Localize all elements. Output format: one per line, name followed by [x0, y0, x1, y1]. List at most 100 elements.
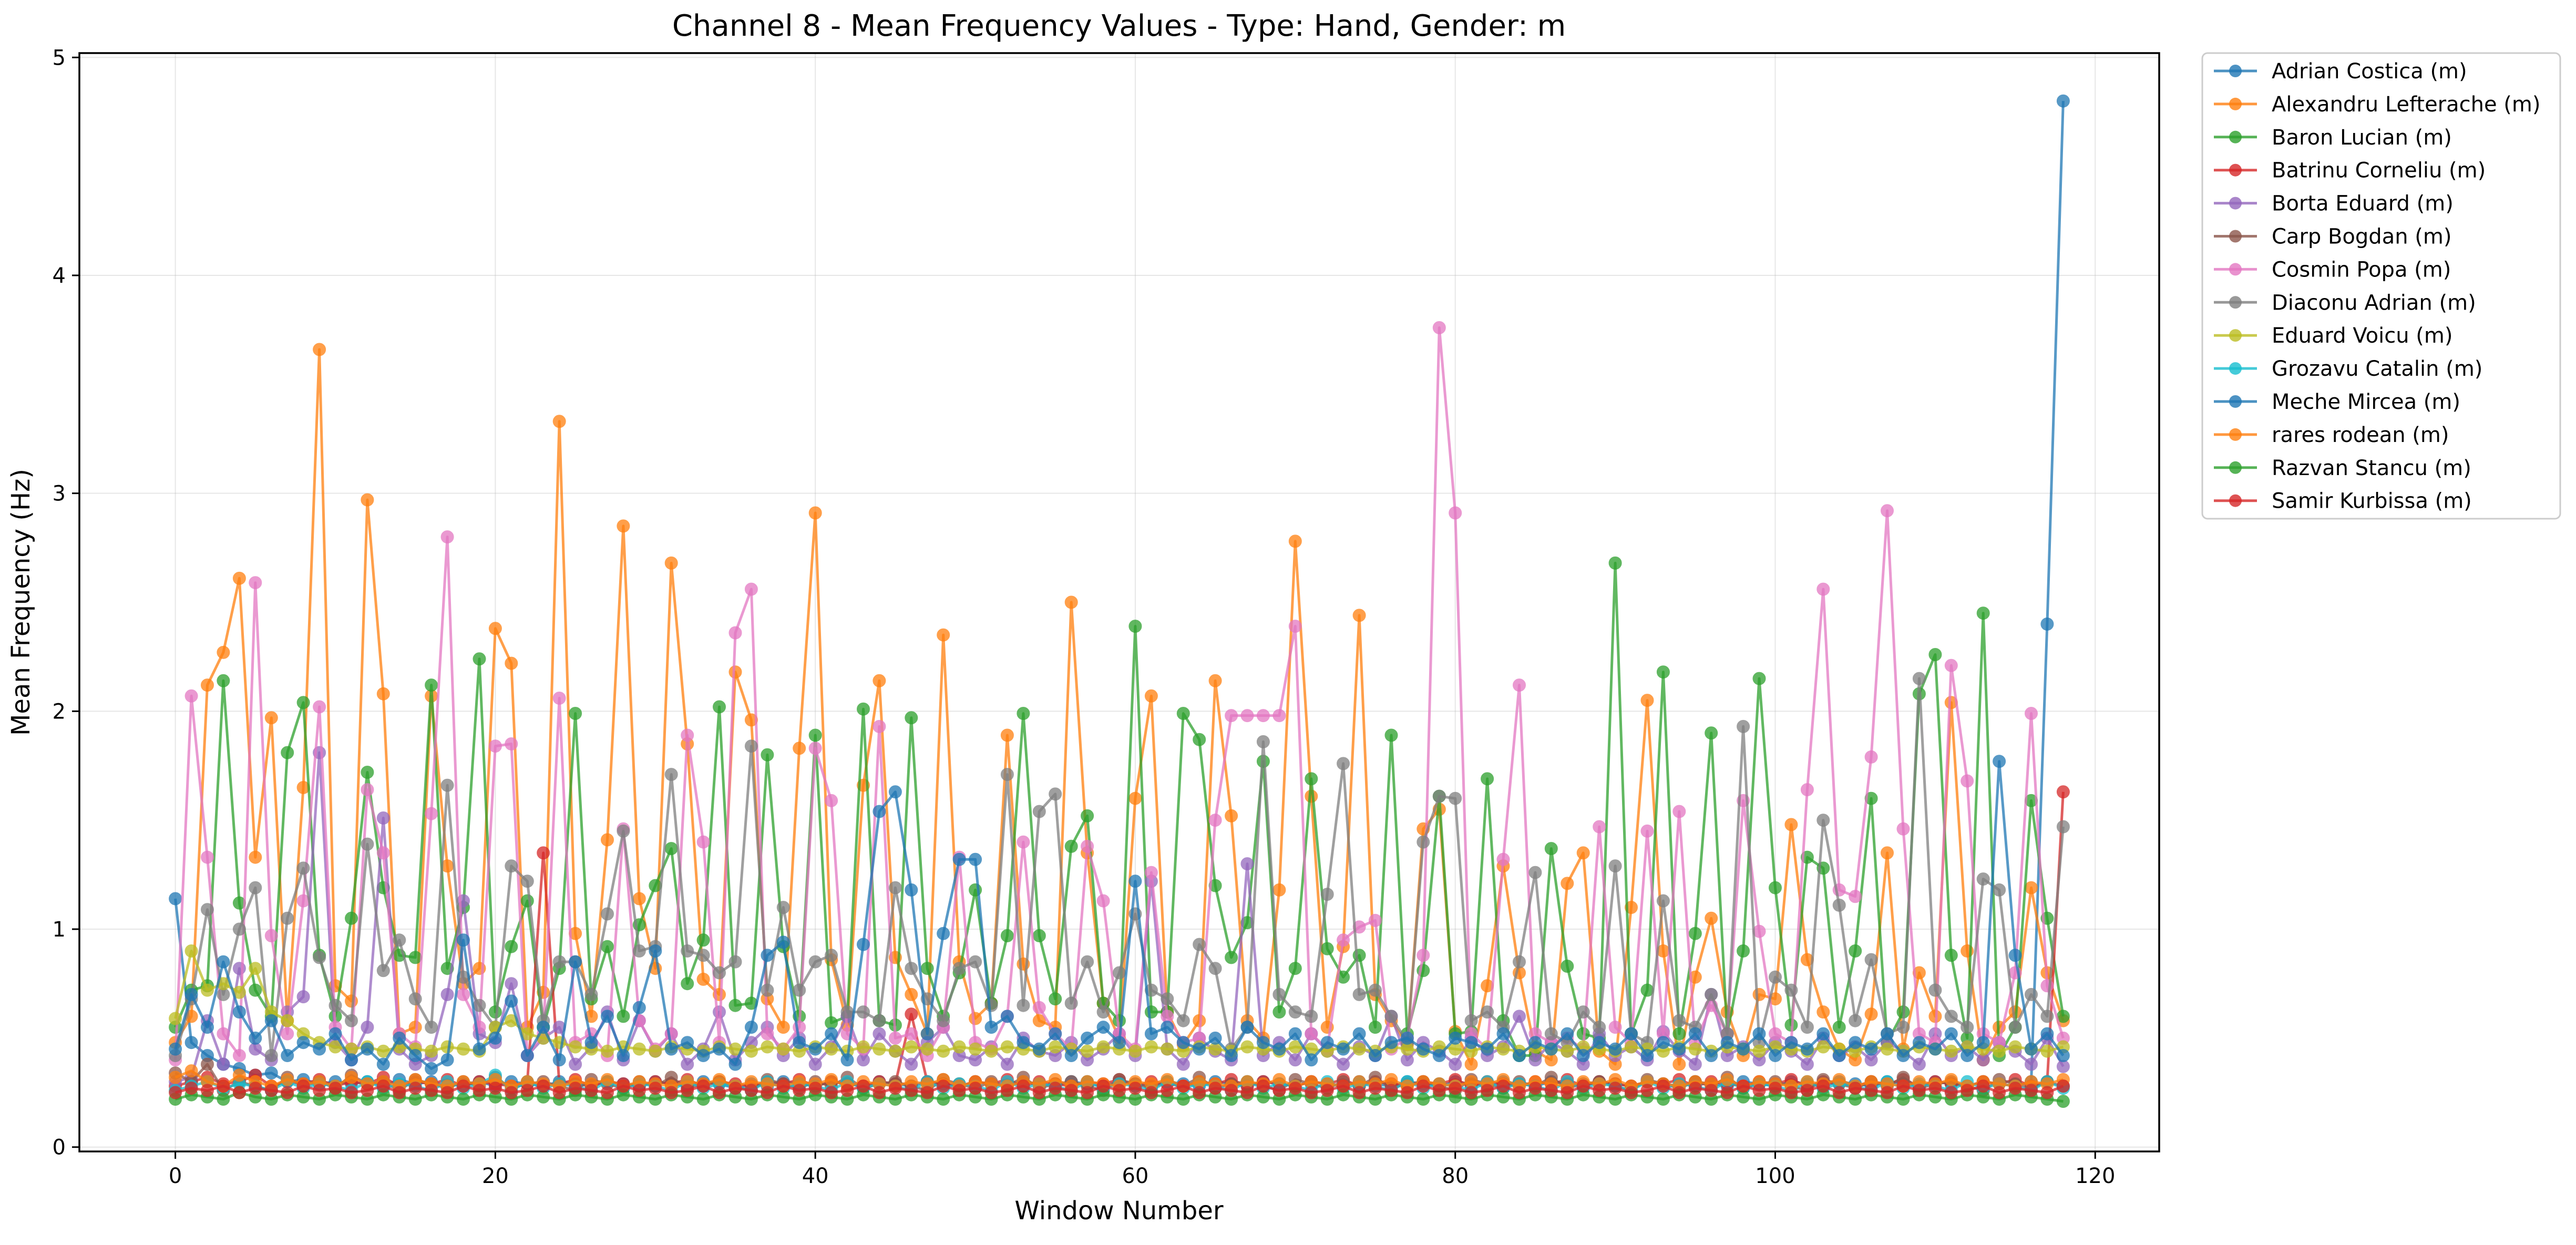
data-point [808, 1082, 822, 1095]
data-point [728, 1057, 742, 1071]
data-point [264, 929, 278, 942]
data-point [473, 1042, 486, 1056]
data-point [1896, 1093, 1910, 1106]
data-point [1352, 987, 1366, 1001]
data-point [1928, 1042, 1942, 1056]
data-point [1864, 750, 1878, 764]
data-point [408, 951, 422, 964]
data-point [664, 1086, 678, 1099]
series-7 [169, 672, 2070, 1062]
data-point [696, 1093, 710, 1106]
data-point [905, 1057, 918, 1071]
data-point [601, 1010, 614, 1023]
data-point [1064, 595, 1078, 609]
data-point [808, 1057, 822, 1071]
data-point [505, 977, 518, 991]
data-point [488, 622, 502, 635]
data-point [2025, 1084, 2038, 1097]
data-point [920, 1027, 934, 1041]
data-point [361, 783, 374, 797]
y-tick-label: 0 [53, 1136, 66, 1160]
data-point [1049, 1082, 1062, 1095]
data-point [296, 696, 310, 709]
data-point [1032, 805, 1046, 818]
data-point [937, 1044, 950, 1058]
data-point [937, 1093, 950, 1106]
data-point [1481, 1042, 1494, 1056]
legend-item: Razvan Stancu (m) [2214, 456, 2471, 480]
data-point [2056, 1079, 2070, 1093]
data-point [2056, 820, 2070, 834]
data-point [1800, 1021, 1814, 1034]
data-point [473, 1084, 486, 1097]
data-point [1017, 1036, 1030, 1049]
data-point [1161, 1021, 1174, 1034]
data-point [744, 739, 758, 753]
legend-label: Meche Mircea (m) [2272, 390, 2460, 414]
data-point [1369, 983, 1382, 997]
data-point [1561, 877, 1574, 890]
data-point [1976, 1079, 1990, 1093]
data-point [1081, 1031, 1094, 1045]
data-point [1432, 1049, 1446, 1062]
x-tick-label: 80 [1442, 1164, 1469, 1188]
data-point [1240, 1086, 1254, 1099]
legend-item: Carp Bogdan (m) [2214, 225, 2451, 249]
data-point [232, 1005, 246, 1019]
data-point [361, 1084, 374, 1097]
data-point [249, 1031, 262, 1045]
data-point [664, 1042, 678, 1056]
legend-label: Batrinu Corneliu (m) [2272, 159, 2486, 183]
data-point [793, 742, 806, 755]
data-point [1272, 1005, 1286, 1019]
data-point [1961, 774, 1974, 788]
data-point [1769, 1027, 1782, 1041]
data-point [696, 1049, 710, 1062]
data-point [376, 811, 390, 825]
data-point [537, 846, 550, 860]
data-point [1288, 1040, 1302, 1054]
data-point [1528, 866, 1542, 879]
data-point [601, 907, 614, 921]
data-point [552, 692, 566, 705]
data-point [184, 689, 198, 703]
data-point [1864, 1042, 1878, 1056]
data-point [1464, 1014, 1478, 1027]
data-point [169, 1012, 182, 1025]
data-point [1208, 1082, 1222, 1095]
data-point [1705, 1084, 1718, 1097]
legend-item: Grozavu Catalin (m) [2214, 357, 2482, 381]
data-point [1225, 1049, 1238, 1062]
data-point [1640, 824, 1654, 838]
data-point [1161, 1084, 1174, 1097]
data-point [1144, 1005, 1158, 1019]
data-point [1225, 809, 1238, 822]
data-point [1032, 1014, 1046, 1027]
data-point [2025, 881, 2038, 894]
data-point [569, 955, 582, 969]
data-point [329, 1040, 342, 1054]
data-point [264, 1066, 278, 1080]
data-point [873, 674, 886, 687]
data-point [169, 1086, 182, 1099]
data-point [952, 1084, 966, 1097]
data-point [873, 1086, 886, 1099]
data-point [457, 1079, 470, 1093]
y-tick-label: 3 [53, 482, 66, 506]
data-point [1193, 1042, 1206, 1056]
chart-title: Channel 8 - Mean Frequency Values - Type… [672, 9, 1566, 43]
data-point [1625, 1086, 1638, 1099]
data-point [505, 859, 518, 873]
data-point [345, 911, 358, 925]
data-point [440, 778, 454, 792]
data-point [1800, 783, 1814, 797]
data-point [632, 1042, 646, 1056]
data-point [1128, 1082, 1142, 1095]
data-point [1849, 1082, 1862, 1095]
data-point [457, 987, 470, 1001]
legend-marker-swatch [2229, 329, 2242, 342]
data-point [1081, 809, 1094, 822]
data-point [1017, 999, 1030, 1012]
data-point [201, 1021, 214, 1034]
data-point [1240, 1021, 1254, 1034]
